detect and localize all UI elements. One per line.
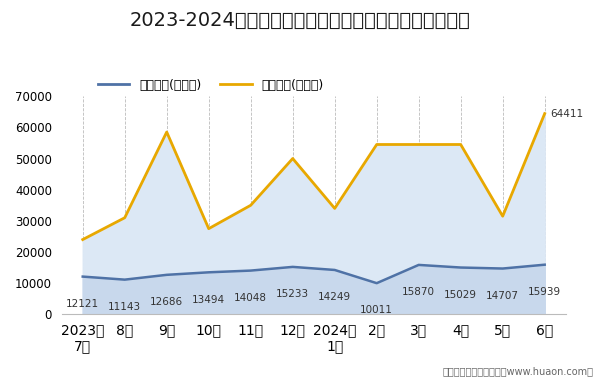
- Text: 14707: 14707: [486, 291, 519, 301]
- Text: 14249: 14249: [318, 292, 351, 302]
- Text: 10011: 10011: [360, 306, 393, 315]
- Text: 15939: 15939: [528, 287, 561, 297]
- Legend: 出口总额(万美元), 进口总额(万美元): 出口总额(万美元), 进口总额(万美元): [93, 74, 329, 97]
- Text: 12121: 12121: [66, 299, 99, 309]
- Text: 13494: 13494: [192, 294, 225, 304]
- Text: 64411: 64411: [550, 109, 583, 119]
- Text: 12686: 12686: [150, 297, 183, 307]
- Text: 11143: 11143: [108, 302, 141, 312]
- Text: 15029: 15029: [444, 290, 477, 300]
- Text: 制图：华经产业研究院（www.huaon.com）: 制图：华经产业研究院（www.huaon.com）: [443, 366, 594, 376]
- Text: 14048: 14048: [234, 293, 267, 303]
- Text: 2023-2024年甘肃省商品收发货人所在地进、出口额统计: 2023-2024年甘肃省商品收发货人所在地进、出口额统计: [130, 11, 470, 30]
- Text: 15233: 15233: [276, 289, 309, 299]
- Text: 15870: 15870: [402, 287, 435, 297]
